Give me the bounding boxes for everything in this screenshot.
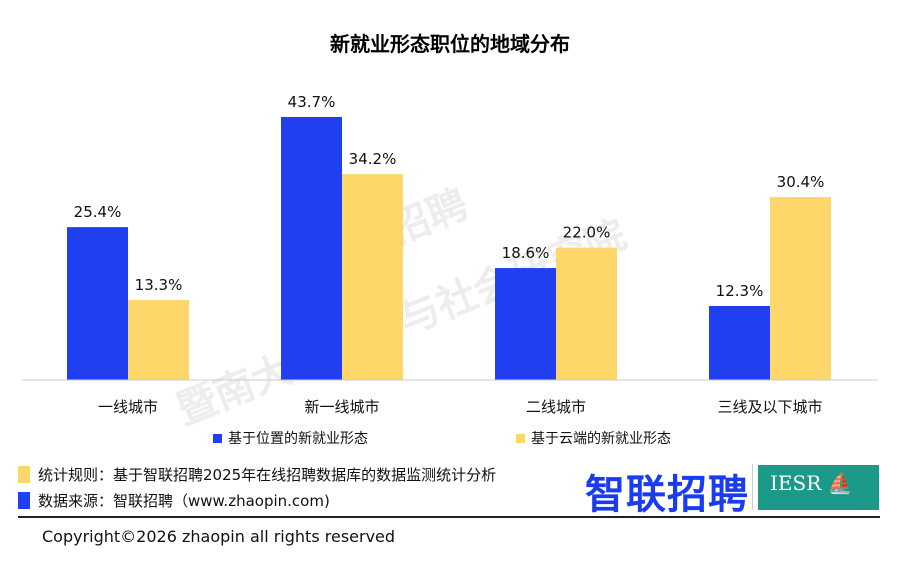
bar (556, 247, 617, 380)
data-label: 13.3% (135, 276, 183, 294)
ship-icon: ⛵ (827, 471, 853, 495)
bar (770, 197, 831, 380)
stat-rule-note: 统计规则：基于智联招聘2025年在线招聘数据库的数据监测统计分析 (18, 464, 496, 485)
data-source-note: 数据来源：智联招聘（www.zhaopin.com) (18, 490, 330, 511)
data-source-text: 数据来源：智联招聘（www.zhaopin.com) (38, 492, 330, 510)
bar (342, 174, 403, 380)
zhaopin-logo: 智联招聘 (585, 472, 749, 518)
data-label: 18.6% (502, 244, 550, 262)
legend-label: 基于云端的新就业形态 (531, 431, 671, 447)
data-label: 43.7% (288, 93, 336, 111)
legend-swatch (516, 433, 525, 443)
data-label: 22.0% (563, 224, 611, 242)
legend-item-location: 基于位置的新就业形态 (213, 428, 368, 448)
bar (709, 305, 770, 380)
data-label: 25.4% (74, 203, 122, 221)
copyright: Copyright©2026 zhaopin all rights reserv… (42, 527, 396, 546)
data-label: 30.4% (777, 173, 825, 191)
bar-chart: 25.4% 43.7% 18.6% 12.3% 13.3% 34.2% 22.0% 30.4%… (22, 93, 878, 416)
iesr-logo: IESR ⛵ (758, 465, 879, 510)
note-swatch (18, 492, 30, 509)
legend-item-cloud: 基于云端的新就业形态 (516, 428, 671, 448)
iesr-logo-text: IESR (770, 471, 822, 495)
note-swatch (18, 466, 30, 483)
bar (67, 227, 128, 380)
x-tick-label: 二线城市 (526, 398, 586, 416)
stat-rule-text: 统计规则：基于智联招聘2025年在线招聘数据库的数据监测统计分析 (38, 466, 497, 484)
logo-divider (752, 464, 753, 510)
x-tick-label: 三线及以下城市 (717, 398, 822, 416)
data-label: 12.3% (716, 282, 764, 300)
footer-divider (18, 516, 880, 518)
x-tick-label: 新一线城市 (304, 398, 379, 416)
legend-swatch (213, 433, 222, 443)
bar (281, 117, 342, 380)
chart-title: 新就业形态职位的地域分布 (330, 32, 570, 56)
legend-label: 基于位置的新就业形态 (228, 431, 368, 447)
x-tick-label: 一线城市 (98, 398, 158, 416)
data-label: 34.2% (349, 150, 397, 168)
bar (128, 299, 189, 380)
bar (495, 268, 556, 380)
